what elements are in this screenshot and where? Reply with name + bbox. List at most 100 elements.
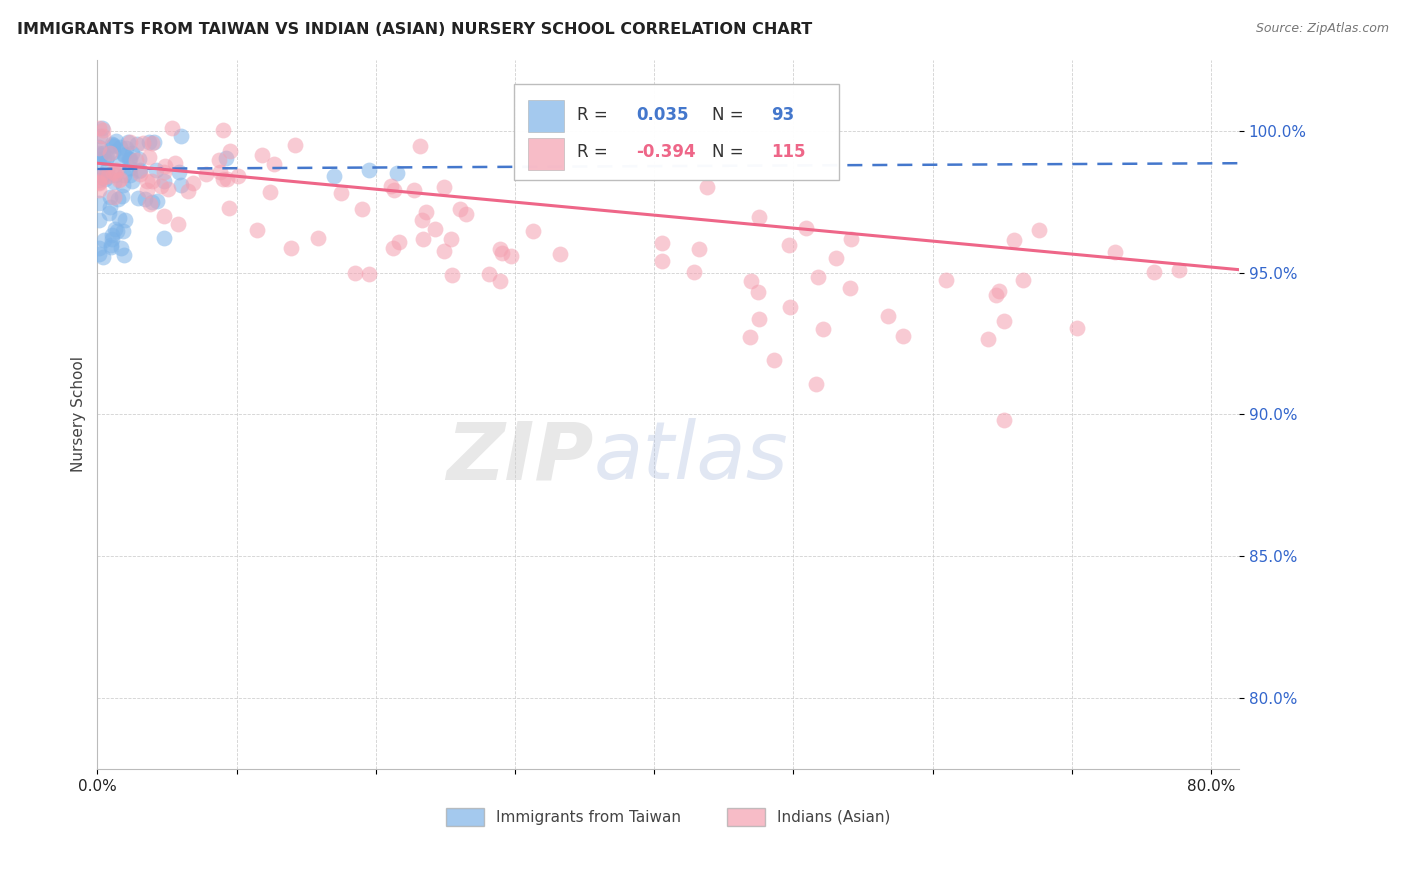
Point (112, 248, 135, 262)
Point (977, 332, 1000, 346)
Point (415, 205, 437, 219)
Bar (527, 137, 564, 169)
Point (97, 206, 120, 220)
Point (128, 164, 150, 178)
Point (488, 243, 510, 257)
Point (153, 165, 176, 179)
Point (688, 242, 710, 256)
Point (87, 141, 110, 155)
Point (548, 247, 571, 261)
Point (139, 197, 162, 211)
Point (211, 172, 233, 186)
Point (167, 217, 190, 231)
Point (101, 232, 124, 246)
Point (839, 281, 862, 295)
Point (97, 169, 120, 183)
Point (423, 221, 446, 235)
Point (107, 192, 129, 206)
Point (105, 134, 128, 148)
Point (214, 151, 236, 165)
Point (108, 139, 131, 153)
Point (811, 322, 834, 336)
Point (380, 178, 402, 193)
Point (128, 152, 150, 166)
Point (252, 147, 274, 161)
Point (651, 235, 673, 250)
Point (87, 241, 110, 255)
Point (1142, 265, 1164, 279)
Point (747, 285, 769, 299)
Point (112, 147, 135, 161)
Point (153, 209, 176, 223)
Point (1012, 273, 1035, 287)
Point (87, 146, 110, 161)
Point (135, 174, 157, 188)
Point (89, 247, 111, 261)
Point (101, 145, 124, 159)
Legend: Immigrants from Taiwan, Indians (Asian): Immigrants from Taiwan, Indians (Asian) (446, 808, 890, 825)
Point (93, 169, 115, 184)
Point (104, 163, 127, 178)
Text: 93: 93 (770, 106, 794, 124)
Point (96, 150, 118, 164)
Point (165, 156, 187, 170)
Point (491, 246, 513, 260)
Point (89, 148, 111, 162)
Point (112, 169, 135, 183)
Point (388, 235, 411, 249)
Point (136, 183, 159, 197)
Point (682, 265, 704, 279)
Point (114, 213, 136, 227)
Point (101, 227, 124, 242)
Text: atlas: atlas (593, 418, 789, 496)
Point (170, 129, 193, 144)
Point (935, 273, 957, 287)
Point (111, 189, 134, 203)
Point (988, 285, 1011, 299)
Point (103, 175, 125, 189)
Point (381, 241, 404, 255)
Point (100, 146, 122, 161)
Point (155, 159, 177, 173)
Point (108, 172, 131, 186)
Point (153, 231, 176, 245)
Point (87, 195, 110, 210)
Point (167, 165, 190, 179)
Point (986, 288, 1008, 302)
Point (121, 145, 143, 160)
Text: N =: N = (711, 144, 744, 161)
Point (218, 201, 240, 215)
Point (93, 233, 115, 247)
Point (891, 329, 914, 343)
Bar (527, 100, 564, 132)
Point (128, 167, 150, 181)
Point (108, 211, 131, 226)
Point (91, 123, 114, 137)
Point (433, 244, 456, 258)
Text: Source: ZipAtlas.com: Source: ZipAtlas.com (1256, 22, 1389, 36)
Point (104, 168, 127, 182)
Point (91, 146, 114, 161)
Point (141, 174, 163, 188)
Point (1066, 320, 1088, 334)
Point (433, 180, 456, 194)
Point (145, 194, 167, 208)
Point (307, 231, 329, 245)
Point (141, 194, 163, 209)
Point (740, 274, 762, 288)
Point (114, 140, 136, 154)
Point (1104, 245, 1126, 260)
Point (87, 213, 110, 227)
Text: R =: R = (576, 144, 607, 161)
Point (141, 136, 163, 150)
Text: 115: 115 (770, 144, 806, 161)
Point (259, 186, 281, 200)
Point (807, 270, 830, 285)
Point (824, 251, 846, 265)
Point (696, 180, 718, 194)
Point (993, 313, 1015, 327)
Point (93, 151, 115, 165)
Point (127, 191, 149, 205)
Point (93, 250, 115, 264)
Point (142, 135, 165, 149)
